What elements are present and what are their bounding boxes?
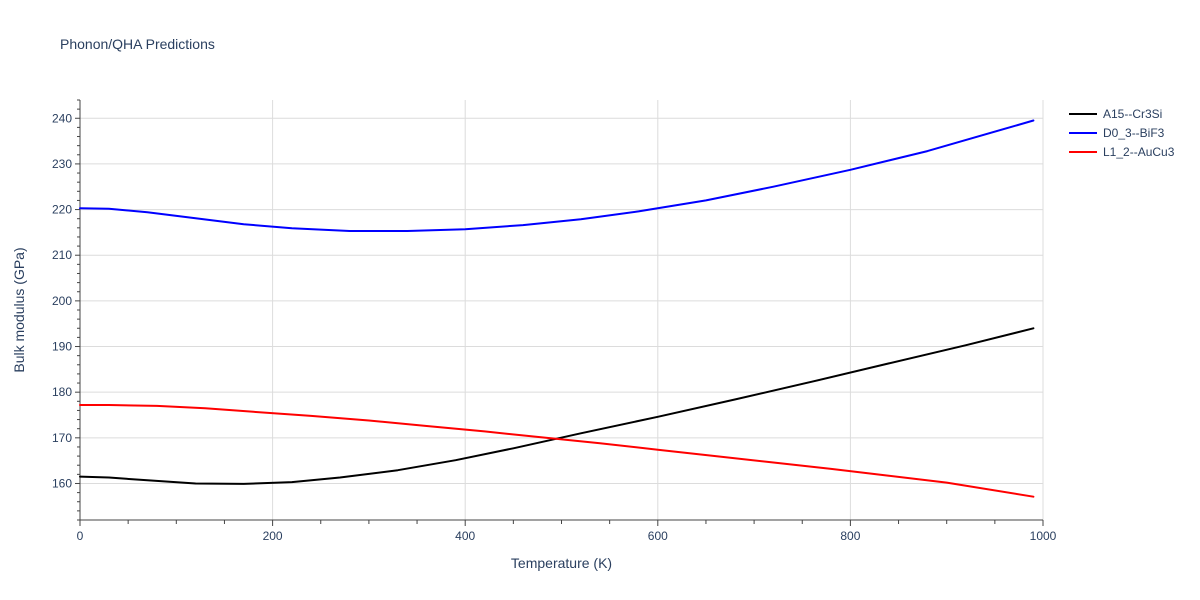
legend-label: D0_3--BiF3 bbox=[1103, 126, 1165, 140]
x-tick-label: 800 bbox=[840, 529, 860, 543]
series-line[interactable] bbox=[79, 327, 1035, 485]
series-layer bbox=[79, 119, 1035, 498]
y-tick-label: 170 bbox=[52, 431, 72, 445]
x-tick-label: 400 bbox=[455, 529, 475, 543]
y-tick-label: 190 bbox=[52, 340, 72, 354]
series-line[interactable] bbox=[79, 404, 1035, 498]
y-axis-title: Bulk modulus (GPa) bbox=[11, 247, 27, 372]
y-tick-label: 230 bbox=[52, 157, 72, 171]
legend-item[interactable]: D0_3--BiF3 bbox=[1069, 126, 1165, 140]
legend[interactable]: A15--Cr3Si D0_3--BiF3 L1_2--AuCu3 bbox=[1069, 107, 1175, 159]
chart-title: Phonon/QHA Predictions bbox=[60, 36, 215, 52]
axes: 0 200 400 600 800 1000 160 170 180 190 200 210 220 23… bbox=[52, 99, 1057, 543]
y-tick-label: 180 bbox=[52, 385, 72, 399]
grid-lines bbox=[80, 100, 1044, 520]
series-line[interactable] bbox=[79, 119, 1035, 232]
y-tick-label: 200 bbox=[52, 294, 72, 308]
y-tick-label: 220 bbox=[52, 203, 72, 217]
legend-item[interactable]: A15--Cr3Si bbox=[1069, 107, 1162, 121]
x-tick-label: 0 bbox=[77, 529, 84, 543]
y-tick-label: 160 bbox=[52, 476, 72, 490]
x-tick-label: 1000 bbox=[1030, 529, 1057, 543]
x-axis-title: Temperature (K) bbox=[511, 555, 612, 571]
legend-label: L1_2--AuCu3 bbox=[1103, 145, 1175, 159]
y-tick-label: 210 bbox=[52, 248, 72, 262]
legend-label: A15--Cr3Si bbox=[1103, 107, 1162, 121]
y-tick-label: 240 bbox=[52, 111, 72, 125]
x-tick-label: 600 bbox=[648, 529, 668, 543]
x-tick-label: 200 bbox=[263, 529, 283, 543]
legend-item[interactable]: L1_2--AuCu3 bbox=[1069, 145, 1175, 159]
